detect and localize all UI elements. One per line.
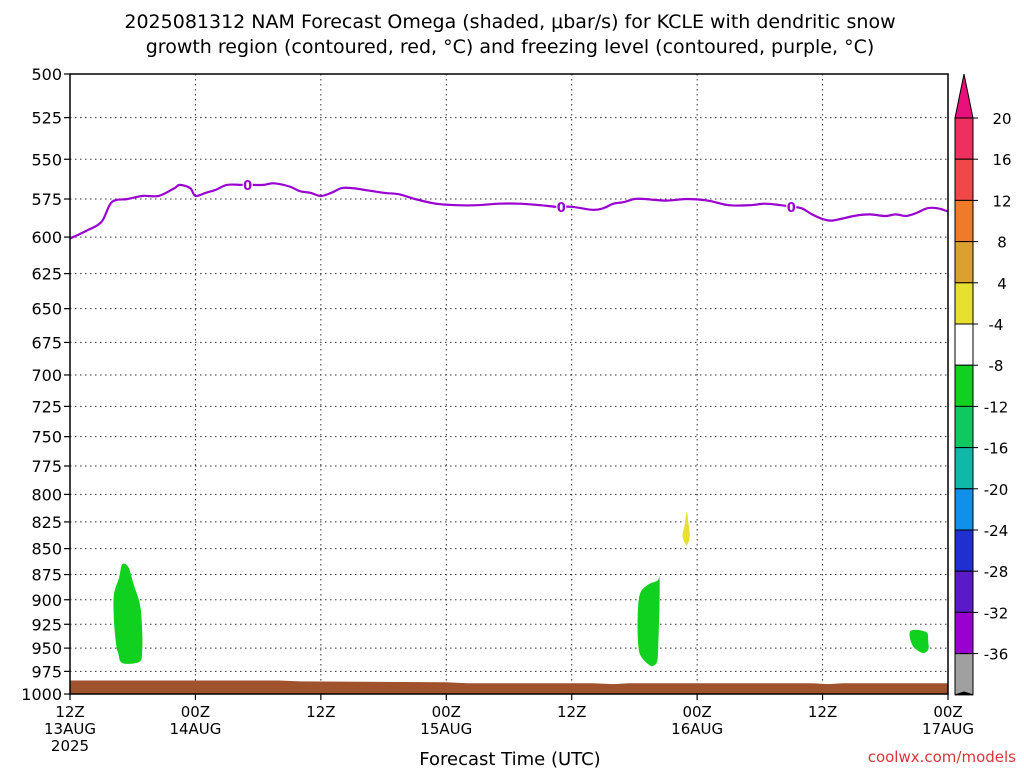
chart-title-line-1: 2025081312 NAM Forecast Omega (shaded, μ… bbox=[124, 11, 895, 33]
y-tick-label: 950 bbox=[31, 639, 62, 658]
y-tick-label: 775 bbox=[31, 457, 62, 476]
colorbar-label: -8 bbox=[989, 357, 1004, 375]
y-tick-label: 825 bbox=[31, 513, 62, 532]
plot-frame bbox=[69, 73, 949, 695]
chart-title-line-2: growth region (contoured, red, °C) and f… bbox=[146, 36, 875, 58]
colorbar-label: -32 bbox=[984, 604, 1009, 622]
y-tick-label: 800 bbox=[31, 485, 62, 504]
y-tick-label: 750 bbox=[31, 428, 62, 447]
colorbar-segment bbox=[954, 323, 974, 366]
y-tick-label: 975 bbox=[31, 662, 62, 681]
freezing-level-label-bg bbox=[242, 177, 253, 192]
colorbar-label: 20 bbox=[992, 110, 1011, 128]
colorbar-segment bbox=[954, 364, 974, 407]
freezing-level-layer: 0 0 0 bbox=[69, 177, 949, 240]
freezing-level-label: 0 bbox=[243, 179, 252, 194]
colorbar-label: 4 bbox=[997, 275, 1007, 293]
terrain-layer bbox=[70, 680, 948, 694]
x-tick-label: 12Z bbox=[55, 703, 84, 721]
omega-region bbox=[113, 563, 143, 664]
x-gridlines bbox=[69, 74, 949, 694]
colorbar-segment bbox=[954, 241, 974, 284]
colorbar-label: 12 bbox=[992, 192, 1011, 210]
y-tick-label: 600 bbox=[31, 228, 62, 247]
x-tick-label: 12Z bbox=[808, 703, 837, 721]
omega-region bbox=[682, 512, 690, 546]
x-tick-label: 15AUG bbox=[420, 720, 472, 738]
y-tick-label: 700 bbox=[31, 366, 62, 385]
x-tick-label: 16AUG bbox=[671, 720, 723, 738]
colorbar-segment bbox=[954, 199, 974, 243]
y-axis: 500 525 550 575 600 625 650 675 700 725 750 775 800 8… bbox=[21, 65, 70, 704]
x-tick-label: 12Z bbox=[306, 703, 335, 721]
colorbar-segment bbox=[954, 117, 974, 160]
omega-region bbox=[637, 576, 660, 667]
terrain-area bbox=[70, 680, 948, 694]
y-tick-label: 575 bbox=[31, 190, 62, 209]
colorbar-segment bbox=[954, 529, 974, 572]
y-tick-label: 925 bbox=[31, 615, 62, 634]
freezing-level-label: 0 bbox=[557, 201, 566, 216]
colorbar-segment bbox=[954, 611, 974, 655]
omega-shading-layer bbox=[113, 512, 929, 667]
x-tick-label: 00Z bbox=[933, 703, 962, 721]
colorbar-label: -12 bbox=[984, 398, 1009, 416]
colorbar-label: 8 bbox=[997, 234, 1007, 252]
colorbar-segment bbox=[954, 158, 974, 201]
colorbar-segment bbox=[954, 653, 974, 696]
colorbar-label: 16 bbox=[992, 151, 1011, 169]
colorbar-label: -36 bbox=[984, 646, 1009, 664]
y-tick-label: 675 bbox=[31, 333, 62, 352]
colorbar-label: -28 bbox=[984, 563, 1009, 581]
x-axis-label: Forecast Time (UTC) bbox=[419, 749, 600, 768]
colorbar-bottom-arrow bbox=[954, 691, 974, 696]
omega-region bbox=[909, 629, 929, 654]
colorbar-top-arrow bbox=[954, 73, 974, 119]
y-tick-label: 525 bbox=[31, 109, 62, 128]
y-gridlines bbox=[70, 73, 948, 695]
y-tick-label: 875 bbox=[31, 566, 62, 585]
y-tick-label: 900 bbox=[31, 591, 62, 610]
colorbar-segment bbox=[954, 282, 974, 325]
x-tick-label: 00Z bbox=[682, 703, 711, 721]
freezing-level-label: 0 bbox=[787, 201, 796, 216]
y-tick-label: 650 bbox=[31, 300, 62, 319]
y-tick-label: 1000 bbox=[21, 685, 62, 704]
x-tick-label: 2025 bbox=[51, 737, 89, 755]
colorbar-segment bbox=[954, 488, 974, 531]
y-tick-label: 550 bbox=[31, 150, 62, 169]
x-tick-label: 00Z bbox=[181, 703, 210, 721]
freezing-level-line bbox=[69, 182, 949, 240]
y-tick-label: 625 bbox=[31, 265, 62, 284]
colorbar-segment bbox=[954, 405, 974, 449]
freezing-level-label-bg bbox=[786, 199, 797, 214]
x-tick-label: 14AUG bbox=[169, 720, 221, 738]
x-tick-label: 17AUG bbox=[922, 720, 974, 738]
colorbar-label: -16 bbox=[984, 440, 1009, 458]
colorbar-label: -24 bbox=[984, 522, 1009, 540]
colorbar-segment bbox=[954, 447, 974, 490]
x-tick-label: 00Z bbox=[432, 703, 461, 721]
y-tick-label: 500 bbox=[31, 65, 62, 84]
colorbar-label: -4 bbox=[989, 316, 1004, 334]
y-tick-label: 725 bbox=[31, 397, 62, 416]
colorbar-label: -20 bbox=[984, 481, 1009, 499]
colorbar-segment bbox=[954, 570, 974, 613]
freezing-level-label-bg bbox=[556, 199, 567, 214]
y-tick-label: 850 bbox=[31, 540, 62, 559]
credit-text: coolwx.com/models bbox=[868, 748, 1016, 766]
colorbar: 20 16 12 8 4 -4 -8 -12 -16 -20 -24 -28 -32 -36 bbox=[954, 73, 1012, 696]
x-tick-label: 12Z bbox=[557, 703, 586, 721]
x-tick-label: 13AUG bbox=[44, 720, 96, 738]
